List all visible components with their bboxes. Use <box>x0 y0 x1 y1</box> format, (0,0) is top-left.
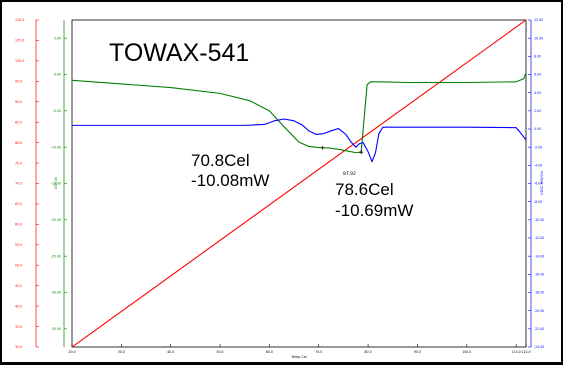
dta-tick-label: -20.00 <box>51 218 61 222</box>
dsc-tick-label: 2.00 <box>534 109 541 113</box>
dsc-chart: 110.0 105.0 100.0 95.0 90.0 85.0 80.0 75.0 70.0 6… <box>15 18 544 359</box>
dsc-tick-label: -10.00 <box>534 218 544 222</box>
dsc-tick-label: 12.00 <box>534 18 543 22</box>
plot-area <box>71 19 527 348</box>
series-line-dta <box>72 72 526 154</box>
x-tick-label: 30.0 <box>118 350 125 354</box>
temp-tick-label: 105.0 <box>15 39 24 43</box>
annotation-peak1-value: -10.08mW <box>191 171 269 190</box>
temp-tick-label: 65.0 <box>15 202 22 206</box>
dsc-tick-label: -2.00 <box>534 145 542 149</box>
dsc-tick-label: -24.00 <box>534 345 544 349</box>
dsc-tick-label: -6.00 <box>534 182 542 186</box>
dsc-tick-label: -4.00 <box>534 164 542 168</box>
temp-tick-label: 70.0 <box>15 182 22 186</box>
dsc-tick-label: -12.00 <box>534 236 544 240</box>
dsc-axis-title: DDSC mW/Cel <box>540 171 544 195</box>
marker-layer <box>320 145 364 155</box>
temp-tick-label: 80.0 <box>15 141 22 145</box>
dsc-tick-label: 0.00 <box>534 127 541 131</box>
x-tick-label: 60.0 <box>266 350 273 354</box>
dsc-tick-label: -8.00 <box>534 200 542 204</box>
x-tick-label: 110.0 <box>512 350 521 354</box>
dta-tick-label: -25.00 <box>51 254 61 258</box>
peak-marker <box>320 145 325 150</box>
dsc-tick-label: -18.00 <box>534 291 544 295</box>
annotation-peak1-temp: 70.8Cel <box>191 151 250 170</box>
dta-axis-title: DTA uV <box>54 176 58 189</box>
series-layer <box>72 20 526 347</box>
temp-tick-label: 60.0 <box>15 223 22 227</box>
temp-tick-label: 40.0 <box>15 304 22 308</box>
temp-tick-label: 90.0 <box>15 100 22 104</box>
annotation-small: 87.92 <box>343 171 356 177</box>
dsc-tick-label: -16.00 <box>534 273 544 277</box>
dsc-tick-label: -22.00 <box>534 327 544 331</box>
dsc-tick-label: 6.00 <box>534 73 541 77</box>
series-line-temp <box>72 20 526 347</box>
dta-tick-label: -30.00 <box>51 291 61 295</box>
x-tick-label: 20.0 <box>68 350 75 354</box>
dta-axis-ticks: 5.00 0.00 -5.00 -10.00 -15.00 -20.00 -25.00 -30… <box>51 36 67 331</box>
x-tick-label: 80.0 <box>365 350 372 354</box>
temp-axis-ticks: 110.0 105.0 100.0 95.0 90.0 85.0 80.0 75.0 70.0 6… <box>15 18 39 349</box>
annotation-peak2-temp: 78.6Cel <box>335 180 394 199</box>
x-axis-ticks: 20.0 30.0 40.0 50.0 60.0 70.0 80.0 90.0 100.0 110… <box>68 344 531 354</box>
chart-title: TOWAX-541 <box>109 39 249 67</box>
peak-marker <box>359 150 364 155</box>
temp-tick-label: 100.0 <box>15 59 24 63</box>
dta-tick-label: -5.00 <box>53 109 61 113</box>
temp-tick-label: 50.0 <box>15 263 22 267</box>
x-tick-label: 50.0 <box>216 350 223 354</box>
temp-tick-label: 85.0 <box>15 120 22 124</box>
dsc-tick-label: 8.00 <box>534 55 541 59</box>
dsc-tick-label: 10.00 <box>534 36 543 40</box>
x-axis-title: Temp Cel <box>290 355 307 359</box>
x-tick-label: 112.0 <box>521 350 530 354</box>
dta-tick-label: -35.00 <box>51 327 61 331</box>
x-tick-label: 70.0 <box>315 350 322 354</box>
dta-tick-label: -15.00 <box>51 182 61 186</box>
dsc-axis-ticks: 12.00 10.00 8.00 6.00 4.00 2.00 0.00 -2.00 -4.00… <box>528 18 544 349</box>
temp-tick-label: 95.0 <box>15 80 22 84</box>
temp-tick-label: 45.0 <box>15 284 22 288</box>
temp-tick-label: 35.0 <box>15 325 22 329</box>
dta-tick-label: 5.00 <box>54 36 61 40</box>
x-tick-label: 90.0 <box>414 350 421 354</box>
dsc-tick-label: -20.00 <box>534 309 544 313</box>
temp-tick-label: 30.0 <box>15 345 22 349</box>
x-tick-label: 40.0 <box>167 350 174 354</box>
temp-tick-label: 55.0 <box>15 243 22 247</box>
dta-tick-label: -10.00 <box>51 145 61 149</box>
dsc-tick-label: -14.00 <box>534 254 544 258</box>
dsc-tick-label: 4.00 <box>534 91 541 95</box>
x-tick-label: 100.0 <box>462 350 471 354</box>
series-line-dsc <box>72 118 526 163</box>
temp-tick-label: 110.0 <box>15 18 24 22</box>
dta-tick-label: 0.00 <box>54 73 61 77</box>
temp-tick-label: 75.0 <box>15 161 22 165</box>
annotation-peak2-value: -10.69mW <box>335 201 413 220</box>
